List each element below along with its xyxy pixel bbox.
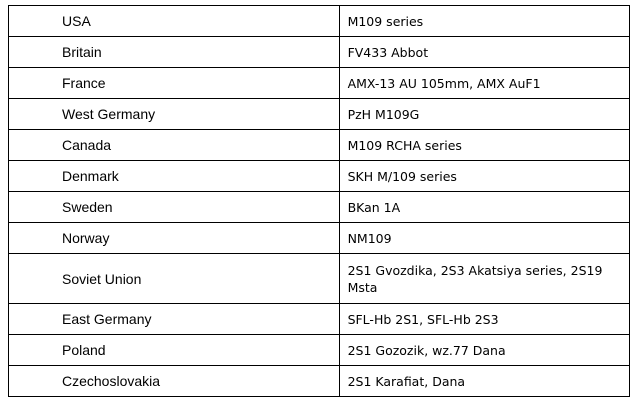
country-cell: East Germany	[8, 303, 340, 335]
country-cell: Soviet Union	[8, 253, 340, 304]
table-row: Poland 2S1 Gozozik, wz.77 Dana	[8, 334, 631, 366]
table-row: Norway NM109	[8, 222, 631, 254]
vehicle-cell: M109 series	[338, 5, 631, 37]
country-cell: Canada	[8, 129, 340, 161]
vehicle-cell: NM109	[338, 222, 631, 254]
table-row: East Germany SFL-Hb 2S1, SFL-Hb 2S3	[8, 303, 631, 335]
country-cell: Denmark	[8, 160, 340, 192]
table-row: Canada M109 RCHA series	[8, 129, 631, 161]
vehicle-cell: BKan 1A	[338, 191, 631, 223]
country-cell: Norway	[8, 222, 340, 254]
country-cell: USA	[8, 5, 340, 37]
table-row: West Germany PzH M109G	[8, 98, 631, 130]
table-body: USA M109 series Britain FV433 Abbot Fran…	[8, 5, 631, 397]
country-cell: West Germany	[8, 98, 340, 130]
vehicle-cell: M109 RCHA series	[338, 129, 631, 161]
table-row: Soviet Union 2S1 Gvozdika, 2S3 Akatsiya …	[8, 253, 631, 304]
vehicle-cell: 2S1 Gvozdika, 2S3 Akatsiya series, 2S19 …	[338, 253, 631, 304]
vehicle-cell: SKH M/109 series	[338, 160, 631, 192]
table-row: Czechoslovakia 2S1 Karafiat, Dana	[8, 365, 631, 397]
sp-artillery-table: USA M109 series Britain FV433 Abbot Fran…	[8, 5, 631, 397]
vehicle-cell: PzH M109G	[338, 98, 631, 130]
country-cell: Britain	[8, 36, 340, 68]
country-cell: France	[8, 67, 340, 99]
country-cell: Czechoslovakia	[8, 365, 340, 397]
vehicle-cell: FV433 Abbot	[338, 36, 631, 68]
vehicle-cell: 2S1 Gozozik, wz.77 Dana	[338, 334, 631, 366]
table-row: Denmark SKH M/109 series	[8, 160, 631, 192]
table-row: France AMX-13 AU 105mm, AMX AuF1	[8, 67, 631, 99]
vehicle-cell: SFL-Hb 2S1, SFL-Hb 2S3	[338, 303, 631, 335]
country-cell: Poland	[8, 334, 340, 366]
table-row: USA M109 series	[8, 5, 631, 37]
table-row: Britain FV433 Abbot	[8, 36, 631, 68]
vehicle-cell: AMX-13 AU 105mm, AMX AuF1	[338, 67, 631, 99]
table-row: Sweden BKan 1A	[8, 191, 631, 223]
country-cell: Sweden	[8, 191, 340, 223]
vehicle-cell: 2S1 Karafiat, Dana	[338, 365, 631, 397]
